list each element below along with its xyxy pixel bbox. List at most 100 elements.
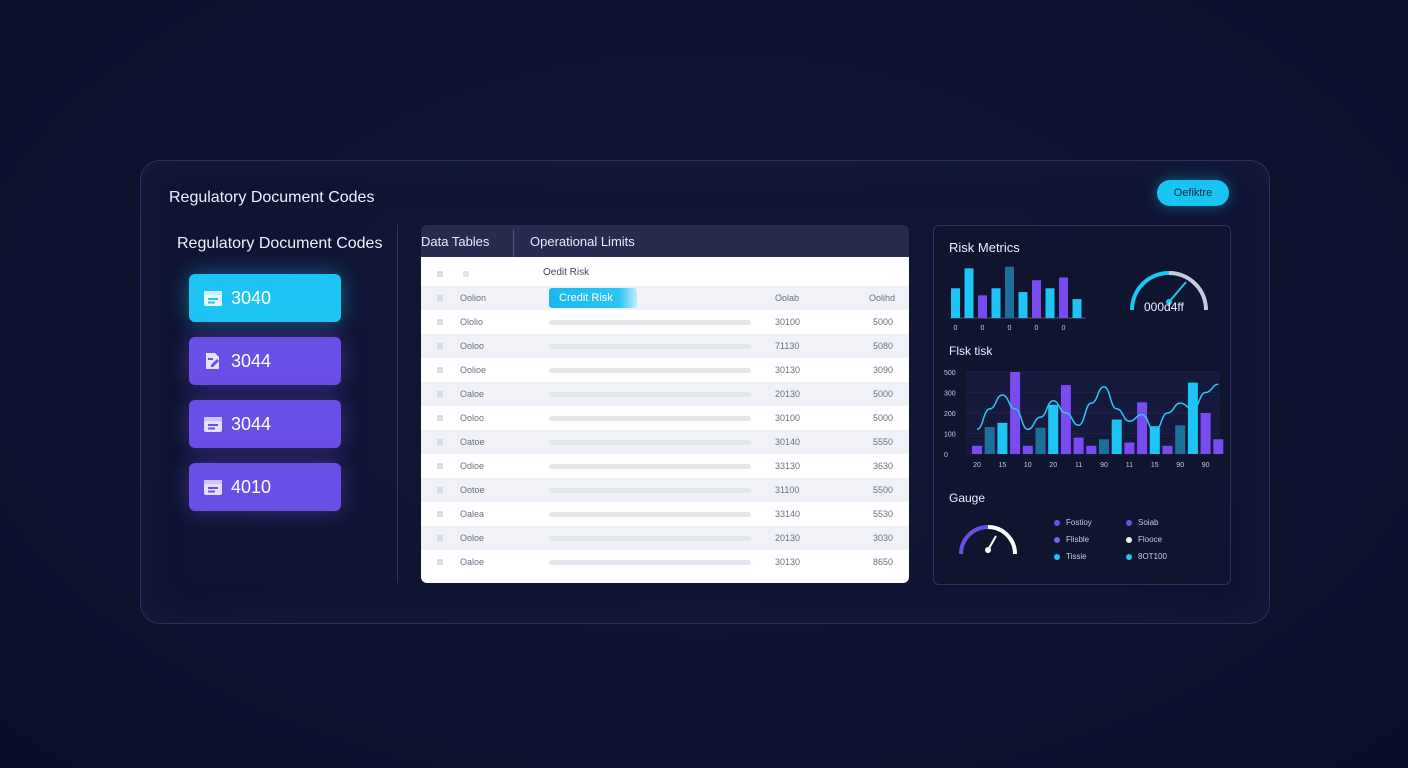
table-row[interactable]: Ooloo 30100 5000	[421, 406, 909, 430]
cell-v1: 20130	[775, 533, 801, 543]
table-row[interactable]: Oaloe 20130 5000	[421, 382, 909, 406]
tab-operational-limits[interactable]: Operational Limits	[530, 234, 635, 249]
cell-bar	[549, 488, 751, 493]
cell-v2: 5500	[873, 485, 894, 495]
row-checkbox[interactable]	[437, 367, 443, 373]
row-checkbox[interactable]	[437, 487, 443, 493]
cell-v1: 31100	[775, 485, 800, 495]
table-row[interactable]: Oalea 33140 5530	[421, 502, 909, 526]
y-tick-label: 0	[944, 452, 948, 459]
cell-v1: 33130	[775, 461, 801, 471]
bar	[1059, 277, 1068, 318]
cell-name: Ootoe	[460, 485, 485, 495]
bar	[1200, 413, 1211, 454]
tick-label: 0	[1008, 325, 1012, 332]
row-checkbox[interactable]	[437, 535, 443, 541]
bar	[1022, 445, 1033, 454]
table-row[interactable]: Ololio 30100 5000	[421, 310, 909, 334]
bar	[1073, 437, 1084, 454]
cell-v1: 30130	[775, 365, 801, 375]
edit-document-icon	[203, 351, 223, 371]
row-checkbox[interactable]	[437, 511, 443, 517]
bar	[1137, 402, 1148, 454]
x-tick-label: 11	[1126, 462, 1133, 469]
table-header-row: Oolion Credit Risk Oolab Oolihd	[421, 286, 909, 310]
table-row[interactable]: Ooloe 20130 3030	[421, 526, 909, 550]
select-all-checkbox[interactable]	[437, 295, 443, 301]
cell-name: Ololio	[460, 317, 484, 327]
checkbox[interactable]	[437, 271, 443, 277]
dashboard-frame: Regulatory Document Codes Oefiktre Regul…	[140, 160, 1270, 624]
bar	[1099, 439, 1109, 454]
column-header-v2[interactable]: Oolihd	[869, 293, 896, 303]
cell-v2: 3630	[873, 461, 894, 471]
risk-bar-line-chart: 500 300 200 100 0 20 15 10 20 11 90 11 15 90 90	[944, 370, 1224, 469]
row-checkbox[interactable]	[437, 463, 443, 469]
tick-label: 0	[1035, 325, 1039, 332]
cell-v2: 3090	[873, 365, 894, 375]
row-checkbox[interactable]	[437, 391, 443, 397]
risk-metrics-chart: 0 0 0 0 0	[950, 266, 1086, 332]
document-icon	[203, 478, 223, 496]
row-checkbox[interactable]	[437, 559, 443, 565]
cell-v1: 30100	[775, 413, 801, 423]
checkbox[interactable]	[463, 271, 469, 277]
top-action-button[interactable]: Oefiktre	[1157, 180, 1229, 206]
bar	[1005, 266, 1014, 318]
row-checkbox[interactable]	[437, 319, 443, 325]
column-header-name[interactable]: Oolion	[460, 293, 487, 303]
legend-dot	[1126, 519, 1132, 526]
table-row[interactable]: Oaloe 30130 8650	[421, 550, 909, 574]
table-title-row: Oedit Risk	[421, 262, 909, 286]
table-row[interactable]: Oatoe 30140 5550	[421, 430, 909, 454]
bar	[1213, 439, 1224, 454]
table-row[interactable]: Ootoe 31100 5500	[421, 478, 909, 502]
selected-column-pill[interactable]: Credit Risk	[549, 288, 637, 308]
row-checkbox[interactable]	[437, 415, 443, 421]
legend-dot	[1054, 519, 1060, 526]
cell-v2: 8650	[873, 557, 894, 567]
trend-line	[976, 383, 1219, 432]
tab-divider	[513, 229, 514, 257]
tick-label: 0	[981, 325, 985, 332]
cell-name: Ooloe	[460, 533, 485, 543]
risk-panel: Risk Metrics 0 0 0 0 0 000d4ff Flsk tisk 500…	[933, 225, 1231, 585]
code-card-2[interactable]: 3044	[189, 337, 341, 385]
table-row[interactable]: Ooloo 71130 5080	[421, 334, 909, 358]
legend-item: Flooce	[1126, 535, 1162, 544]
legend-dot	[1126, 553, 1132, 560]
code-card-3[interactable]: 3044	[189, 400, 341, 448]
x-tick-label: 90	[1100, 462, 1108, 469]
cell-name: Ooloo	[460, 413, 485, 423]
legend-label: Soiab	[1138, 518, 1159, 527]
row-checkbox[interactable]	[437, 343, 443, 349]
legend-label: 8OT100	[1138, 552, 1167, 561]
y-tick-label: 200	[944, 411, 956, 418]
cell-v2: 5000	[873, 317, 894, 327]
code-card-4[interactable]: 4010	[189, 463, 341, 511]
bar	[1162, 445, 1173, 454]
x-tick-label: 15	[1151, 462, 1159, 469]
legend-label: Tissie	[1066, 552, 1087, 561]
code-label: 3044	[231, 350, 272, 371]
table-body: Oedit Risk Oolion Credit Risk Oolab Ooli…	[421, 257, 909, 583]
legend-item: 8OT100	[1126, 552, 1167, 561]
tab-data-tables[interactable]: Data Tables	[421, 234, 490, 249]
row-checkbox[interactable]	[437, 439, 443, 445]
x-tick-label: 90	[1202, 462, 1210, 469]
x-tick-label: 11	[1075, 462, 1082, 469]
data-table: Data Tables Operational Limits Oedit Ris…	[421, 225, 909, 583]
cell-v1: 30140	[775, 437, 801, 447]
risk-chart-title: Flsk tisk	[949, 344, 993, 358]
table-row[interactable]: Oolioe 30130 3090	[421, 358, 909, 382]
code-card-1[interactable]: 3040	[189, 274, 341, 322]
column-header-v1[interactable]: Oolab	[775, 293, 800, 303]
bar	[1072, 299, 1082, 318]
gauge-readout: 000d4ff	[1144, 300, 1184, 314]
cell-v1: 71130	[775, 341, 800, 351]
gauge-title: Gauge	[949, 491, 986, 505]
cell-name: Oalea	[460, 509, 485, 519]
cell-v1: 30100	[775, 317, 801, 327]
cell-v1: 30130	[775, 557, 801, 567]
table-row[interactable]: Odioe 33130 3630	[421, 454, 909, 478]
